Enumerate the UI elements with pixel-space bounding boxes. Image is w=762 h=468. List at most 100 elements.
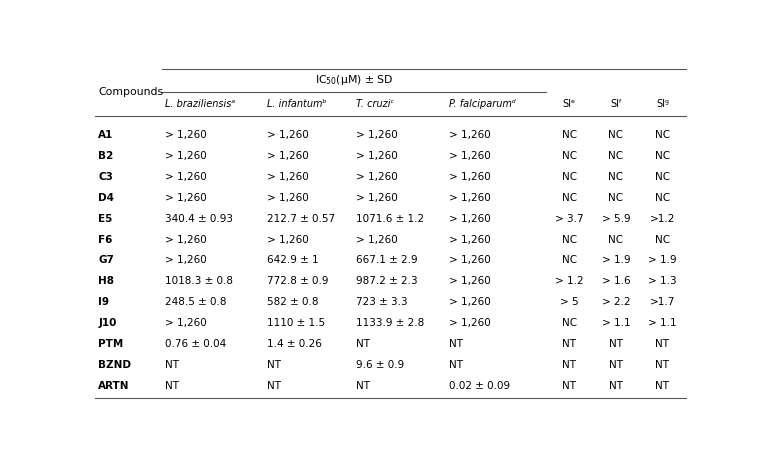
Text: F6: F6 <box>98 234 113 245</box>
Text: J10: J10 <box>98 318 117 328</box>
Text: > 5: > 5 <box>560 297 578 307</box>
Text: > 1.6: > 1.6 <box>601 277 630 286</box>
Text: A1: A1 <box>98 130 114 140</box>
Text: 667.1 ± 2.9: 667.1 ± 2.9 <box>357 256 418 265</box>
Text: > 1,260: > 1,260 <box>267 151 309 161</box>
Text: 987.2 ± 2.3: 987.2 ± 2.3 <box>357 277 418 286</box>
Text: ARTN: ARTN <box>98 381 130 391</box>
Text: > 1.9: > 1.9 <box>601 256 630 265</box>
Text: > 1,260: > 1,260 <box>165 318 207 328</box>
Text: NT: NT <box>655 339 670 349</box>
Text: C3: C3 <box>98 172 113 182</box>
Text: T. cruziᶜ: T. cruziᶜ <box>357 99 395 109</box>
Text: NC: NC <box>562 193 577 203</box>
Text: NT: NT <box>562 360 576 370</box>
Text: SIᶠ: SIᶠ <box>610 99 622 109</box>
Text: NT: NT <box>165 360 179 370</box>
Text: NC: NC <box>608 234 623 245</box>
Text: 0.76 ± 0.04: 0.76 ± 0.04 <box>165 339 226 349</box>
Text: NT: NT <box>449 339 463 349</box>
Text: > 1,260: > 1,260 <box>449 318 491 328</box>
Text: NC: NC <box>562 130 577 140</box>
Text: NT: NT <box>267 381 281 391</box>
Text: > 3.7: > 3.7 <box>555 214 584 224</box>
Text: NC: NC <box>562 234 577 245</box>
Text: 1.4 ± 0.26: 1.4 ± 0.26 <box>267 339 322 349</box>
Text: P. falciparumᵈ: P. falciparumᵈ <box>449 99 516 109</box>
Text: E5: E5 <box>98 214 113 224</box>
Text: > 1,260: > 1,260 <box>449 130 491 140</box>
Text: NC: NC <box>655 130 670 140</box>
Text: NT: NT <box>655 360 670 370</box>
Text: > 2.2: > 2.2 <box>601 297 630 307</box>
Text: NT: NT <box>357 339 370 349</box>
Text: NC: NC <box>562 318 577 328</box>
Text: I9: I9 <box>98 297 109 307</box>
Text: SIᵉ: SIᵉ <box>562 99 576 109</box>
Text: > 1,260: > 1,260 <box>449 172 491 182</box>
Text: NC: NC <box>655 234 670 245</box>
Text: 0.02 ± 0.09: 0.02 ± 0.09 <box>449 381 511 391</box>
Text: > 1.1: > 1.1 <box>601 318 630 328</box>
Text: Compounds: Compounds <box>98 87 163 97</box>
Text: L. infantumᵇ: L. infantumᵇ <box>267 99 327 109</box>
Text: > 5.9: > 5.9 <box>601 214 630 224</box>
Text: > 1.9: > 1.9 <box>648 256 677 265</box>
Text: NT: NT <box>562 381 576 391</box>
Text: > 1,260: > 1,260 <box>449 193 491 203</box>
Text: NC: NC <box>655 151 670 161</box>
Text: > 1,260: > 1,260 <box>165 130 207 140</box>
Text: PTM: PTM <box>98 339 123 349</box>
Text: L. braziliensisᵃ: L. braziliensisᵃ <box>165 99 235 109</box>
Text: > 1,260: > 1,260 <box>449 151 491 161</box>
Text: > 1,260: > 1,260 <box>267 193 309 203</box>
Text: SIᵍ: SIᵍ <box>656 99 669 109</box>
Text: > 1.2: > 1.2 <box>555 277 584 286</box>
Text: NC: NC <box>608 193 623 203</box>
Text: D4: D4 <box>98 193 114 203</box>
Text: NT: NT <box>655 381 670 391</box>
Text: > 1,260: > 1,260 <box>267 234 309 245</box>
Text: > 1,260: > 1,260 <box>449 256 491 265</box>
Text: NT: NT <box>357 381 370 391</box>
Text: IC$_{50}$(μM) ± SD: IC$_{50}$(μM) ± SD <box>315 73 393 88</box>
Text: G7: G7 <box>98 256 114 265</box>
Text: NC: NC <box>655 193 670 203</box>
Text: NC: NC <box>608 151 623 161</box>
Text: NT: NT <box>449 360 463 370</box>
Text: BZND: BZND <box>98 360 131 370</box>
Text: 1018.3 ± 0.8: 1018.3 ± 0.8 <box>165 277 232 286</box>
Text: NT: NT <box>165 381 179 391</box>
Text: NT: NT <box>609 339 623 349</box>
Text: 772.8 ± 0.9: 772.8 ± 0.9 <box>267 277 328 286</box>
Text: >1.2: >1.2 <box>650 214 675 224</box>
Text: > 1,260: > 1,260 <box>357 172 399 182</box>
Text: NC: NC <box>608 130 623 140</box>
Text: 1110 ± 1.5: 1110 ± 1.5 <box>267 318 325 328</box>
Text: > 1,260: > 1,260 <box>449 297 491 307</box>
Text: > 1,260: > 1,260 <box>165 172 207 182</box>
Text: NT: NT <box>267 360 281 370</box>
Text: >1.7: >1.7 <box>650 297 675 307</box>
Text: NT: NT <box>609 381 623 391</box>
Text: 340.4 ± 0.93: 340.4 ± 0.93 <box>165 214 232 224</box>
Text: NC: NC <box>655 172 670 182</box>
Text: NC: NC <box>608 172 623 182</box>
Text: > 1,260: > 1,260 <box>165 151 207 161</box>
Text: NC: NC <box>562 172 577 182</box>
Text: > 1,260: > 1,260 <box>165 234 207 245</box>
Text: 723 ± 3.3: 723 ± 3.3 <box>357 297 408 307</box>
Text: 582 ± 0.8: 582 ± 0.8 <box>267 297 319 307</box>
Text: > 1,260: > 1,260 <box>449 234 491 245</box>
Text: 212.7 ± 0.57: 212.7 ± 0.57 <box>267 214 335 224</box>
Text: NT: NT <box>609 360 623 370</box>
Text: > 1,260: > 1,260 <box>357 130 399 140</box>
Text: > 1,260: > 1,260 <box>165 256 207 265</box>
Text: > 1,260: > 1,260 <box>449 214 491 224</box>
Text: > 1.3: > 1.3 <box>648 277 677 286</box>
Text: 1133.9 ± 2.8: 1133.9 ± 2.8 <box>357 318 424 328</box>
Text: 248.5 ± 0.8: 248.5 ± 0.8 <box>165 297 226 307</box>
Text: NT: NT <box>562 339 576 349</box>
Text: > 1,260: > 1,260 <box>165 193 207 203</box>
Text: > 1,260: > 1,260 <box>357 151 399 161</box>
